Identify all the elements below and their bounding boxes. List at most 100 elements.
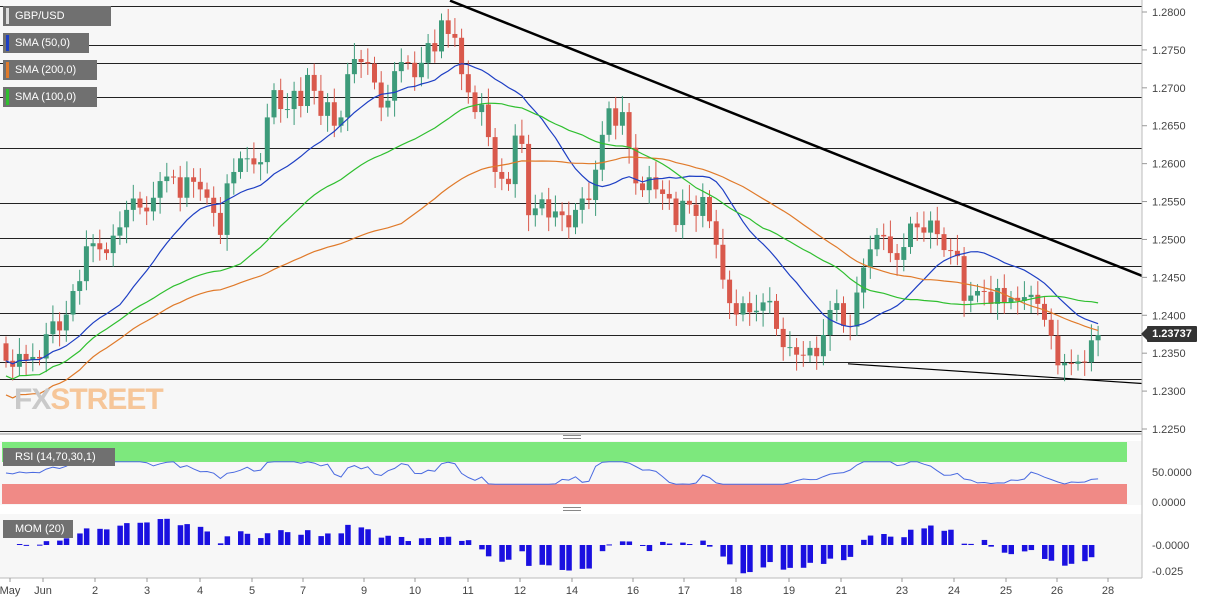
- momentum-bar: [164, 518, 170, 545]
- candle-body: [968, 295, 974, 301]
- momentum-bar: [345, 524, 351, 545]
- momentum-bar: [660, 541, 666, 545]
- momentum-bar: [760, 545, 767, 568]
- candle-body: [539, 199, 545, 209]
- candle-body: [827, 309, 833, 335]
- price-tick-label: 1.2650: [1152, 121, 1186, 133]
- candle-body: [50, 321, 56, 335]
- price-tick-label: 1.2450: [1152, 272, 1186, 284]
- momentum-bar: [921, 528, 927, 545]
- momentum-bar: [157, 519, 164, 545]
- time-tick-label: 7: [300, 585, 306, 597]
- momentum-bar: [787, 545, 793, 568]
- candle-body: [700, 196, 706, 216]
- candle-body: [144, 207, 150, 212]
- trendlines: [449, 0, 1143, 385]
- momentum-bar: [264, 533, 271, 545]
- fxstreet-watermark: FXSTREET: [14, 383, 164, 416]
- time-tick-label: 3: [144, 585, 150, 597]
- sma50-line: [5, 63, 1099, 365]
- candle-body: [3, 343, 9, 361]
- resistance-trendline: [449, 0, 1143, 278]
- sma50-label[interactable]: SMA (50,0): [3, 33, 89, 53]
- candle-body: [733, 303, 739, 315]
- candle-body: [673, 198, 679, 226]
- momentum-bar: [37, 544, 43, 546]
- instrument-label[interactable]: GBP/USD: [3, 6, 111, 26]
- candle-body: [713, 221, 719, 245]
- candle-body: [1075, 361, 1081, 364]
- momentum-bar: [23, 544, 30, 546]
- momentum-bar: [546, 545, 552, 566]
- time-tick-label: 9: [361, 585, 367, 597]
- candle-body: [311, 74, 317, 91]
- last-price-value: 1.23737: [1152, 328, 1192, 340]
- sma100-label-text: SMA (100,0): [15, 91, 77, 103]
- rsi-label[interactable]: RSI (14,70,30,1): [3, 448, 115, 466]
- momentum-bar: [901, 537, 907, 545]
- candle-body: [258, 162, 264, 165]
- last-price-tag: 1.23737: [1141, 326, 1197, 342]
- momentum-bar: [197, 526, 204, 545]
- candle-body: [861, 267, 867, 293]
- momentum-bar: [278, 530, 284, 545]
- candle-body: [191, 177, 197, 182]
- momentum-bar: [640, 545, 646, 546]
- price-tick-label: 1.2550: [1152, 197, 1186, 209]
- time-tick-label: 2: [92, 585, 98, 597]
- momentum-bars: [16, 518, 1095, 574]
- momentum-bar: [465, 540, 472, 545]
- time-tick-label: 21: [835, 585, 847, 597]
- candle-body: [110, 235, 116, 254]
- momentum-bar: [827, 545, 834, 559]
- candle-body: [820, 334, 826, 357]
- momentum-bar: [124, 523, 130, 545]
- sma100-color-bar: [6, 89, 9, 105]
- price-tick-label: 1.2500: [1152, 234, 1186, 246]
- candle-body: [686, 200, 692, 205]
- momentum-bar: [459, 540, 465, 545]
- candle-body: [954, 250, 960, 257]
- candle-body: [552, 211, 558, 218]
- candle-body: [331, 102, 337, 126]
- momentum-bar: [305, 530, 311, 545]
- candle-body: [157, 181, 163, 198]
- momentum-bar: [1001, 545, 1008, 553]
- candle-body: [298, 90, 304, 107]
- candle-body: [619, 112, 625, 126]
- momentum-bar: [599, 545, 606, 552]
- candle-body: [305, 74, 310, 107]
- momentum-bar: [981, 539, 988, 545]
- candle-body: [894, 253, 900, 260]
- candle-body: [800, 354, 806, 356]
- time-tick-label: 17: [678, 585, 690, 597]
- sma200-line: [5, 156, 1099, 399]
- sma100-label[interactable]: SMA (100,0): [3, 87, 97, 107]
- candle-body: [586, 198, 592, 201]
- candle-body: [780, 328, 786, 348]
- candle-body: [512, 135, 518, 185]
- price-tick-label: 1.2600: [1152, 159, 1186, 171]
- momentum-bar: [586, 545, 592, 569]
- candle-body: [787, 347, 793, 349]
- price-tick-label: 1.2750: [1152, 45, 1186, 57]
- candle-body: [104, 249, 109, 254]
- candle-body: [660, 189, 666, 194]
- momentum-bar: [968, 543, 974, 545]
- momentum-bar: [224, 536, 231, 545]
- candle-body: [1088, 340, 1094, 363]
- candle-body: [867, 249, 873, 268]
- candle-body: [1062, 363, 1068, 366]
- candle-body: [740, 303, 746, 315]
- momentum-bar: [1048, 545, 1055, 561]
- momentum-bar: [847, 545, 854, 557]
- candle-body: [358, 59, 364, 63]
- candle-body: [472, 92, 478, 113]
- momentum-label[interactable]: MOM (20): [3, 520, 73, 538]
- support-trendline: [847, 363, 1143, 385]
- candle-body: [794, 347, 800, 355]
- sma200-label[interactable]: SMA (200,0): [3, 60, 97, 80]
- momentum-bar: [77, 533, 83, 545]
- momentum-bar: [284, 532, 291, 545]
